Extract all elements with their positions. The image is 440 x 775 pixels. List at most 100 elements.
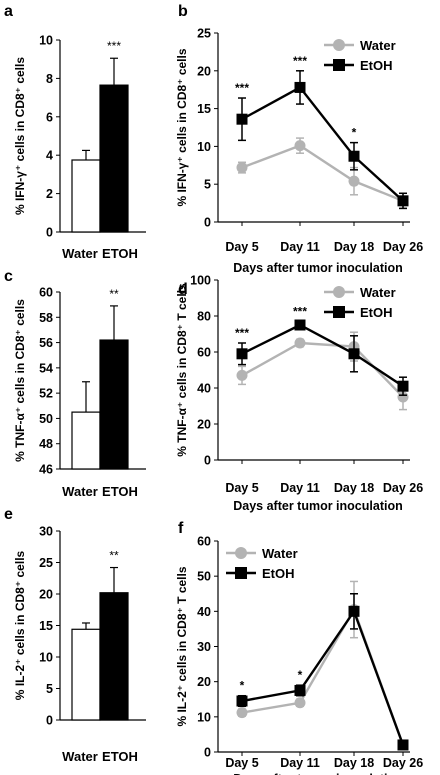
- legend-label: EtOH: [360, 58, 393, 73]
- series-line: [241, 85, 404, 202]
- y-tick-label: 40: [197, 605, 211, 619]
- data-point: [348, 175, 360, 187]
- y-tick-label: 50: [197, 570, 211, 584]
- legend-label: Water: [360, 38, 396, 53]
- x-tick-label: Water: [62, 246, 98, 261]
- y-tick-label: 8: [46, 72, 53, 86]
- significance-marker: ***: [293, 54, 307, 68]
- y-tick-label: 56: [39, 336, 53, 350]
- data-point: [397, 739, 409, 751]
- legend-marker: [333, 286, 345, 298]
- legend-label: EtOH: [360, 305, 393, 320]
- bar-water: [71, 411, 101, 470]
- y-tick-label: 60: [39, 286, 53, 300]
- y-tick-label: 25: [197, 27, 211, 41]
- y-tick-label: 100: [190, 274, 211, 288]
- data-point: [294, 140, 306, 152]
- x-tick-label: Day 5: [225, 756, 258, 770]
- significance-marker: ***: [293, 304, 307, 318]
- y-tick-label: 0: [46, 226, 53, 240]
- y-axis-label: % IFN-γ⁺ cells in CD8⁺ cells: [13, 57, 27, 215]
- y-tick-label: 10: [39, 34, 53, 48]
- data-point: [236, 369, 248, 381]
- x-axis-label: Days after tumor inoculation: [233, 261, 402, 275]
- significance-marker: *: [298, 668, 303, 682]
- panel-f: f 0 10 20 30 40 50 60 % IL-2⁺ cells in CD8⁺ T ce…: [175, 520, 423, 775]
- x-tick-label: Day 18: [334, 756, 374, 770]
- legend-marker: [235, 547, 247, 559]
- data-point: [236, 113, 248, 125]
- bar-etoh: [99, 84, 129, 233]
- bar-water: [71, 159, 101, 233]
- significance-marker: ***: [235, 81, 249, 95]
- x-tick-label: Day 18: [334, 240, 374, 254]
- x-tick-label: Day 26: [383, 240, 423, 254]
- y-tick-label: 20: [197, 418, 211, 432]
- bar-water: [71, 628, 101, 721]
- legend: Water EtOH: [226, 546, 298, 581]
- series-line: [241, 341, 404, 398]
- data-point: [348, 150, 360, 162]
- y-tick-label: 20: [39, 588, 53, 602]
- y-tick-label: 30: [197, 640, 211, 654]
- series-etoh: [236, 593, 409, 751]
- y-tick-label: 0: [204, 216, 211, 230]
- y-tick-label: 50: [39, 412, 53, 426]
- panel-letter: e: [4, 506, 13, 523]
- y-tick-label: 30: [39, 525, 53, 539]
- significance-marker: **: [109, 549, 119, 563]
- panel-e: e 0 5 10 15 20 25 30 % IL-2⁺ cells in CD8⁺ cells…: [4, 506, 146, 764]
- series-water: [236, 331, 409, 411]
- data-point: [236, 695, 248, 707]
- legend: Water EtOH: [324, 285, 396, 320]
- y-tick-label: 20: [197, 64, 211, 78]
- y-axis-label: % TNF-α⁺ cells in CD8⁺ cells: [13, 299, 27, 462]
- y-axis-label: % IFN-γ⁺ cells in CD8⁺ cells: [175, 48, 189, 206]
- y-tick-label: 25: [39, 556, 53, 570]
- panel-letter: a: [4, 3, 13, 20]
- y-tick-label: 0: [204, 746, 211, 760]
- y-tick-label: 46: [39, 463, 53, 477]
- y-tick-label: 10: [197, 710, 211, 724]
- legend-label: Water: [262, 546, 298, 561]
- data-point: [236, 348, 248, 360]
- bar-etoh: [99, 592, 129, 721]
- x-tick-label: Day 18: [334, 481, 374, 495]
- y-tick-label: 60: [197, 346, 211, 360]
- y-tick-label: 58: [39, 311, 53, 325]
- significance-marker: *: [240, 679, 245, 693]
- data-point: [294, 319, 306, 331]
- x-tick-label: Water: [62, 749, 98, 764]
- bar-etoh: [99, 339, 129, 470]
- x-tick-label: Day 26: [383, 756, 423, 770]
- series-line: [241, 323, 404, 388]
- panel-letter: f: [178, 520, 184, 537]
- x-tick-label: Day 11: [280, 481, 320, 495]
- panel-letter: d: [178, 281, 188, 298]
- series-water: [236, 580, 409, 751]
- data-point: [294, 684, 306, 696]
- legend-label: Water: [360, 285, 396, 300]
- y-tick-label: 40: [197, 382, 211, 396]
- y-axis-label: % IL-2⁺ cells in CD8⁺ T cells: [175, 566, 189, 726]
- y-tick-label: 15: [197, 102, 211, 116]
- data-point: [236, 707, 248, 719]
- legend-marker: [333, 39, 345, 51]
- series-etoh: [236, 70, 409, 210]
- legend-marker: [333, 59, 345, 71]
- significance-marker: ***: [107, 39, 121, 53]
- significance-marker: *: [352, 126, 357, 140]
- significance-marker: **: [109, 287, 119, 301]
- y-tick-label: 10: [39, 651, 53, 665]
- data-point: [348, 348, 360, 360]
- x-tick-label: Day 26: [383, 481, 423, 495]
- legend-marker: [333, 306, 345, 318]
- data-point: [397, 195, 409, 207]
- x-tick-label: Day 5: [225, 240, 258, 254]
- x-tick-label: Water: [62, 484, 98, 499]
- x-axis-label: Days after tumor inoculation: [233, 499, 402, 513]
- y-tick-label: 54: [39, 361, 53, 375]
- data-point: [294, 697, 306, 709]
- y-axis-label: % TNF-α⁺ cells in CD8⁺ T cells: [175, 283, 189, 457]
